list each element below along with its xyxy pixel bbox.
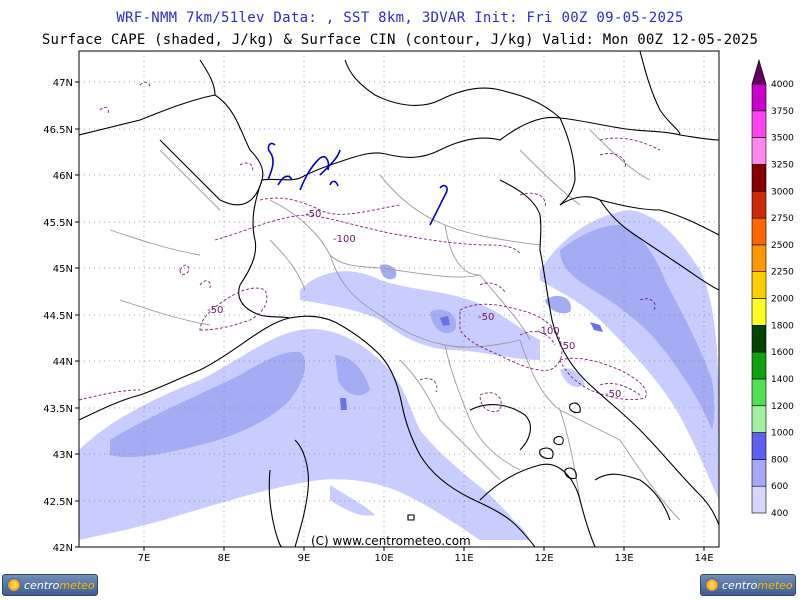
colorbar-swatch bbox=[751, 137, 767, 165]
lat-label: 45N bbox=[53, 264, 73, 275]
colorbar-swatch bbox=[751, 217, 767, 246]
cin-label: -50 bbox=[559, 341, 575, 352]
colorbar-swatch bbox=[751, 485, 767, 514]
lat-label: 45.5N bbox=[43, 218, 73, 229]
colorbar-swatch bbox=[751, 83, 767, 112]
colorbar-label: 3750 bbox=[771, 107, 794, 117]
colorbar-label: 1400 bbox=[771, 375, 794, 385]
lat-label: 43N bbox=[53, 450, 73, 461]
centrometeo-logo-right[interactable]: centro meteo bbox=[700, 574, 796, 596]
cin-label: -100 bbox=[537, 326, 560, 337]
logo-text: centro bbox=[24, 578, 60, 592]
colorbar: 400 600 800 1000 1200 1400 1600 1800 2000 2250 250… bbox=[751, 58, 794, 519]
lat-label: 44N bbox=[53, 357, 73, 368]
lon-label: 12E bbox=[534, 553, 553, 564]
colorbar-label: 1800 bbox=[771, 321, 794, 331]
logo-icon bbox=[7, 578, 21, 592]
colorbar-swatch bbox=[751, 325, 767, 353]
lat-label: 46N bbox=[53, 171, 73, 182]
colorbar-swatch bbox=[751, 298, 767, 326]
copyright-text: (C) www.centrometeo.com bbox=[311, 534, 471, 548]
colorbar-swatch bbox=[751, 459, 767, 487]
lat-label: 46.5N bbox=[43, 125, 73, 136]
map-frame bbox=[78, 50, 720, 548]
lat-label: 47N bbox=[53, 78, 73, 89]
logo-text: centro bbox=[722, 578, 758, 592]
axis-ticks bbox=[75, 81, 705, 551]
colorbar-swatch bbox=[751, 378, 767, 407]
colorbar-label: 2000 bbox=[771, 295, 794, 305]
logo-text-highlight: meteo bbox=[59, 578, 95, 592]
latitude-labels: 47N 46.5N 46N 45.5N 45N 44.5N 44N 43.5N … bbox=[43, 78, 73, 554]
cin-label: -50 bbox=[605, 389, 621, 400]
lakes bbox=[267, 142, 448, 226]
longitude-labels: 7E 8E 9E 10E 11E 12E 13E 14E bbox=[138, 553, 714, 564]
logo-icon bbox=[705, 578, 719, 592]
cin-label: -50 bbox=[305, 209, 321, 220]
cin-contours bbox=[79, 81, 661, 413]
lat-label: 43.5N bbox=[43, 404, 73, 415]
colorbar-label: 3000 bbox=[771, 187, 794, 197]
colorbar-label: 400 bbox=[771, 509, 788, 519]
regional-borders bbox=[109, 129, 681, 521]
colorbar-swatch bbox=[751, 110, 767, 138]
cin-contour-labels: -50 -100 -50 -50 -100 -50 -50 bbox=[207, 209, 621, 400]
cin-label: -100 bbox=[333, 234, 356, 245]
cape-shading-600 bbox=[110, 225, 715, 457]
graticule bbox=[79, 51, 719, 547]
lon-label: 8E bbox=[218, 553, 231, 564]
chart-subtitle: Surface CAPE (shaded, J/kg) & Surface CI… bbox=[41, 32, 759, 48]
colorbar-label: 4000 bbox=[771, 80, 794, 90]
colorbar-swatch bbox=[751, 432, 767, 460]
colorbar-cap bbox=[751, 58, 767, 85]
lat-label: 42N bbox=[53, 543, 73, 554]
national-borders bbox=[79, 51, 719, 547]
colorbar-swatch bbox=[751, 271, 767, 299]
colorbar-label: 3250 bbox=[771, 160, 794, 170]
colorbar-label: 800 bbox=[771, 455, 788, 465]
lon-label: 9E bbox=[298, 553, 311, 564]
colorbar-swatch bbox=[751, 190, 767, 219]
lat-label: 44.5N bbox=[43, 311, 73, 322]
lon-label: 11E bbox=[454, 553, 473, 564]
centrometeo-logo-left[interactable]: centro meteo bbox=[2, 574, 98, 596]
colorbar-label: 2500 bbox=[771, 241, 794, 251]
colorbar-swatch bbox=[751, 164, 767, 192]
colorbar-label: 2750 bbox=[771, 214, 794, 224]
colorbar-swatch bbox=[751, 405, 767, 433]
chart-title: WRF-NMM 7km/51lev Data: , SST 8km, 3DVAR… bbox=[116, 10, 684, 26]
colorbar-label: 1600 bbox=[771, 348, 794, 358]
logo-text-highlight: meteo bbox=[757, 578, 793, 592]
lon-label: 7E bbox=[138, 553, 151, 564]
cin-label: -50 bbox=[478, 312, 494, 323]
colorbar-label: 600 bbox=[771, 482, 788, 492]
colorbar-swatch bbox=[751, 351, 767, 380]
colorbar-label: 3500 bbox=[771, 134, 794, 144]
lon-label: 10E bbox=[374, 553, 393, 564]
lon-label: 14E bbox=[694, 553, 713, 564]
lat-label: 42.5N bbox=[43, 497, 73, 508]
cape-shading-800 bbox=[340, 316, 603, 410]
colorbar-label: 2250 bbox=[771, 268, 794, 278]
cin-label: -50 bbox=[207, 305, 223, 316]
colorbar-label: 1200 bbox=[771, 402, 794, 412]
colorbar-swatch bbox=[751, 244, 767, 272]
colorbar-label: 1000 bbox=[771, 429, 794, 439]
lon-label: 13E bbox=[614, 553, 633, 564]
